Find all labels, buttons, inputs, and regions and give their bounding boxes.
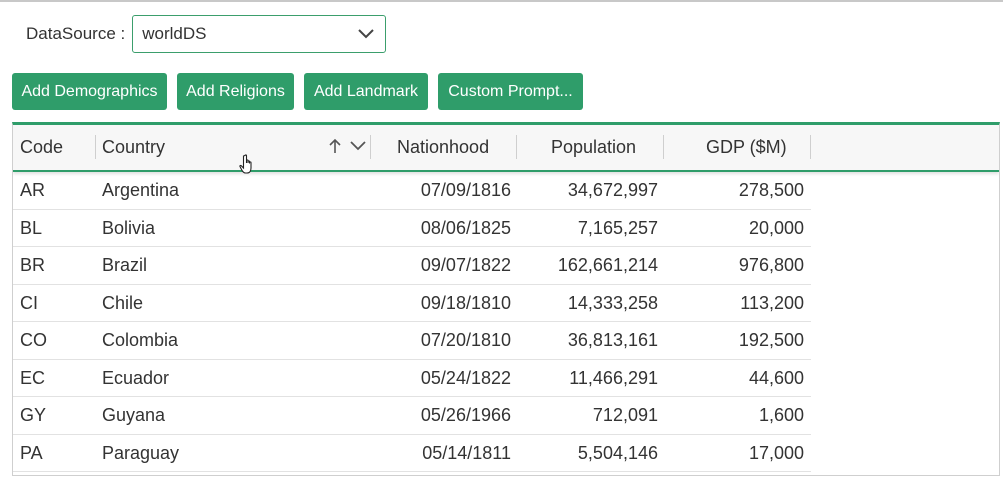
- cell-gdp: 1,600: [758, 405, 804, 425]
- cell-population: 36,813,161: [567, 330, 658, 350]
- cell-country: Argentina: [102, 180, 180, 200]
- table-row[interactable]: EC Ecuador 05/24/1822 11,466,291 44,600: [13, 360, 811, 397]
- cell-gdp: 976,800: [738, 255, 804, 275]
- cell-population: 11,466,291: [569, 367, 658, 388]
- cell-code: BR: [20, 255, 46, 275]
- top-border: [0, 0, 1003, 2]
- cell-code: AR: [20, 180, 46, 200]
- table-row[interactable]: GY Guyana 05/26/1966 712,091 1,600: [13, 397, 811, 435]
- cell-gdp: 17,000: [748, 442, 804, 463]
- custom-prompt-button[interactable]: Custom Prompt...: [438, 73, 583, 110]
- cell-gdp: 44,600: [748, 367, 804, 388]
- cell-code: GY: [20, 405, 47, 425]
- cell-population: 14,333,258: [567, 292, 658, 313]
- datasource-value: worldDS: [142, 24, 207, 43]
- column-resizer[interactable]: [516, 135, 517, 159]
- toolbar: Add Demographics Add Religions Add Landm…: [12, 73, 593, 110]
- datasource-row: DataSource : worldDS: [26, 15, 387, 53]
- column-header-population[interactable]: Population: [551, 137, 637, 157]
- cell-gdp: 192,500: [738, 330, 804, 350]
- column-resizer[interactable]: [370, 135, 371, 159]
- table-row[interactable]: CI Chile 09/18/1810 14,333,258 113,200: [13, 285, 811, 322]
- table-row[interactable]: BL Bolivia 08/06/1825 7,165,257 20,000: [13, 210, 811, 247]
- table-row[interactable]: PA Paraguay 05/14/1811 5,504,146 17,000: [13, 435, 811, 472]
- column-header-code[interactable]: Code: [20, 137, 64, 157]
- add-religions-button[interactable]: Add Religions: [177, 73, 294, 110]
- table-row[interactable]: AR Argentina 07/09/1816 34,672,997 278,500: [13, 172, 811, 210]
- table-row[interactable]: CO Colombia 07/20/1810 36,813,161 192,500: [13, 322, 811, 360]
- cell-nationhood: 09/18/1810: [420, 292, 511, 313]
- cell-country: Bolivia: [102, 217, 156, 238]
- cell-gdp: 113,200: [740, 292, 804, 313]
- chevron-down-icon: [357, 28, 375, 40]
- cell-country: Brazil: [102, 255, 148, 275]
- cell-nationhood: 09/07/1822: [420, 255, 511, 275]
- cell-nationhood: 05/24/1822: [420, 367, 511, 388]
- datasource-label: DataSource :: [26, 24, 126, 43]
- cell-gdp: 20,000: [748, 217, 804, 238]
- cell-country: Colombia: [102, 330, 179, 350]
- datasource-select[interactable]: worldDS: [132, 15, 387, 53]
- cell-population: 712,091: [592, 405, 658, 425]
- data-grid: Code Country Nationhood Population GDP (…: [12, 122, 1000, 476]
- cell-nationhood: 07/09/1816: [420, 180, 511, 200]
- column-header-country[interactable]: Country: [102, 137, 166, 157]
- column-header-gdp[interactable]: GDP ($M): [706, 137, 787, 157]
- cell-country: Ecuador: [102, 367, 170, 388]
- cell-code: PA: [20, 442, 43, 463]
- add-demographics-button[interactable]: Add Demographics: [12, 73, 167, 110]
- column-menu-chevron-icon[interactable]: [349, 140, 367, 152]
- cell-nationhood: 05/14/1811: [422, 442, 511, 463]
- column-resizer[interactable]: [95, 135, 96, 159]
- cell-nationhood: 08/06/1825: [420, 217, 511, 238]
- grid-header: Code Country Nationhood Population GDP (…: [13, 125, 999, 172]
- cell-population: 7,165,257: [577, 217, 658, 238]
- table-row[interactable]: BR Brazil 09/07/1822 162,661,214 976,800: [13, 247, 811, 285]
- sort-controls[interactable]: [327, 137, 367, 155]
- cell-population: 34,672,997: [567, 180, 658, 200]
- hand-pointer-cursor-icon: [239, 154, 259, 181]
- cell-code: CI: [20, 292, 38, 313]
- cell-population: 5,504,146: [577, 442, 658, 463]
- cell-nationhood: 05/26/1966: [420, 405, 511, 425]
- column-resizer[interactable]: [810, 135, 811, 159]
- cell-population: 162,661,214: [557, 255, 658, 275]
- add-landmark-button[interactable]: Add Landmark: [304, 73, 428, 110]
- cell-country: Paraguay: [102, 442, 180, 463]
- column-header-nationhood[interactable]: Nationhood: [397, 137, 490, 157]
- cell-gdp: 278,500: [738, 180, 804, 200]
- cell-code: EC: [20, 367, 46, 388]
- cell-nationhood: 07/20/1810: [420, 330, 511, 350]
- cell-code: BL: [20, 217, 43, 238]
- column-resizer[interactable]: [663, 135, 664, 159]
- cell-code: CO: [20, 330, 47, 350]
- sort-ascending-icon[interactable]: [327, 137, 343, 155]
- cell-country: Guyana: [102, 405, 166, 425]
- cell-country: Chile: [102, 292, 144, 313]
